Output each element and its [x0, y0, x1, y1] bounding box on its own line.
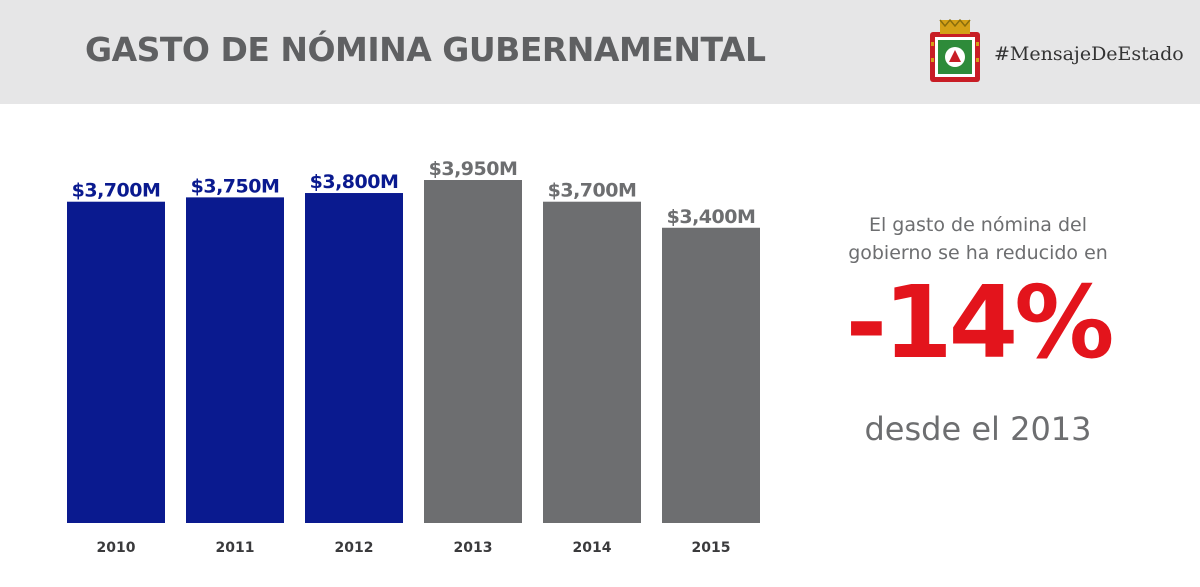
bar-2012: [305, 193, 403, 523]
seal-icon: [930, 18, 980, 82]
bar-2014: [543, 201, 641, 523]
category-label-2015: 2015: [692, 540, 731, 556]
value-label-2011: $3,750M: [191, 175, 280, 197]
header-bar: GASTO DE NÓMINA GUBERNAMENTAL #MensajeDe…: [0, 0, 1200, 104]
reduction-percent: -14%: [845, 264, 1115, 381]
annotation-line-3: desde el 2013: [864, 410, 1092, 448]
annotation-line-2: gobierno se ha reducido en: [848, 242, 1108, 264]
value-label-2015: $3,400M: [667, 206, 756, 228]
value-label-2013: $3,950M: [429, 158, 518, 180]
value-label-2014: $3,700M: [548, 180, 637, 202]
bar-chart: $3,700M 2010 $3,750M 2011 $3,800M 2012 $3,950M…: [67, 158, 760, 556]
annotation-line-1: El gasto de nómina del: [868, 214, 1088, 236]
category-label-2011: 2011: [216, 540, 255, 556]
category-label-2012: 2012: [335, 540, 374, 556]
value-label-2012: $3,800M: [310, 171, 399, 193]
bar-2011: [186, 197, 284, 523]
bar-2013: [424, 180, 522, 523]
value-label-2010: $3,700M: [72, 180, 161, 202]
bar-2010: [67, 201, 165, 523]
category-label-2010: 2010: [97, 540, 136, 556]
category-label-2013: 2013: [454, 540, 493, 556]
bar-2015: [662, 227, 760, 523]
hashtag-label: #MensajeDeEstado: [994, 43, 1184, 65]
page-title: GASTO DE NÓMINA GUBERNAMENTAL: [85, 30, 766, 69]
category-label-2014: 2014: [573, 540, 612, 556]
